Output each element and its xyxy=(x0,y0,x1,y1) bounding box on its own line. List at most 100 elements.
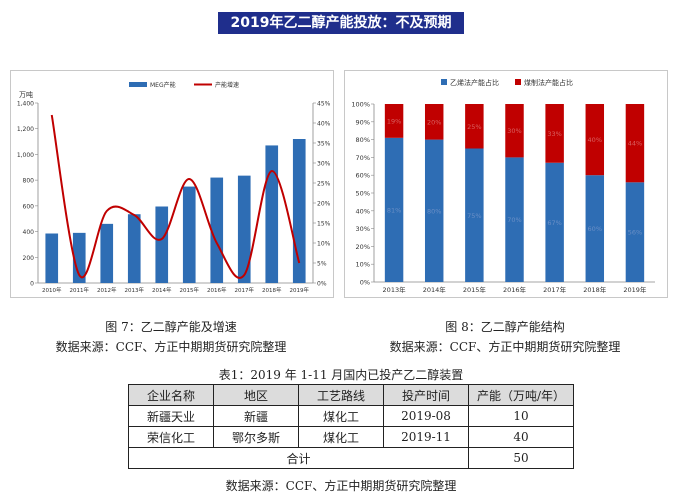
table-source: 数据来源：CCF、方正中期期货研究院整理 xyxy=(225,479,457,493)
y-tick-label: 90% xyxy=(356,118,370,126)
y-tick-label: 60% xyxy=(356,172,370,180)
left-tick-label: 800 xyxy=(23,178,35,185)
capacity-bar xyxy=(127,214,141,283)
coal-share-label: 19% xyxy=(387,117,401,125)
capacity-bar xyxy=(265,145,279,283)
ethylene-share-bar xyxy=(505,157,524,282)
x-tick-label: 2017年 xyxy=(235,286,255,294)
left-axis-unit: 万吨 xyxy=(19,90,33,99)
capacity-structure-chart-panel: 乙烯法产能占比 煤制法产能占比 0% 10% 20% 30% 40% 50% 60% 70% 80%… xyxy=(344,70,668,298)
chart2-source: 数据来源：CCF、方正中期期货研究院整理 xyxy=(389,340,621,354)
x-tick-label: 2018年 xyxy=(262,286,282,294)
right-tick-label: 30% xyxy=(317,161,331,168)
coal-share-label: 33% xyxy=(547,130,561,138)
header-region: 地区 xyxy=(213,384,299,406)
right-tick-label: 0% xyxy=(317,281,327,288)
ethylene-share-bar xyxy=(545,162,564,282)
right-tick-label: 35% xyxy=(317,141,331,148)
x-tick-label: 2010年 xyxy=(42,286,62,294)
table-total-row: 合计 50 xyxy=(128,447,574,469)
x-tick-label: 2013年 xyxy=(125,286,145,294)
ethylene-share-bar xyxy=(585,175,605,282)
cell-process: 煤化工 xyxy=(298,426,384,448)
cell-company: 新疆天业 xyxy=(128,405,214,427)
right-tick-label: 10% xyxy=(317,241,331,248)
y-tick-label: 20% xyxy=(356,243,370,251)
chart1-caption: 图 7：乙二醇产能及增速 xyxy=(105,320,237,334)
left-tick-label: 600 xyxy=(23,203,35,210)
ethylene-share-label: 60% xyxy=(588,225,602,233)
cell-process: 煤化工 xyxy=(298,405,384,427)
table-row: 荣信化工 鄂尔多斯 煤化工 2019-11 40 xyxy=(128,426,574,448)
coal-share-label: 30% xyxy=(507,127,521,135)
cell-capacity: 40 xyxy=(468,426,574,448)
coal-share-bar xyxy=(545,104,564,163)
x-tick-label: 2017年 xyxy=(543,285,567,294)
y-tick-label: 50% xyxy=(356,190,370,198)
ethylene-share-label: 56% xyxy=(628,229,642,237)
y-tick-label: 70% xyxy=(356,154,370,162)
ethylene-share-label: 80% xyxy=(427,207,441,215)
x-tick-label: 2015年 xyxy=(180,286,200,294)
x-tick-label: 2016年 xyxy=(207,286,227,294)
capacity-bar xyxy=(72,232,86,283)
coal-share-bar xyxy=(465,104,484,149)
header-company: 企业名称 xyxy=(128,384,214,406)
header-process: 工艺路线 xyxy=(298,384,384,406)
table-title: 表1：2019 年 1-11 月国内已投产乙二醇装置 xyxy=(218,368,464,382)
x-tick-label: 2019年 xyxy=(290,286,310,294)
x-tick-label: 2015年 xyxy=(463,285,487,294)
left-tick-label: 400 xyxy=(23,229,35,236)
capacity-bar xyxy=(210,177,224,283)
legend-label-coal: 煤制法产能占比 xyxy=(524,78,573,87)
capacity-bar xyxy=(182,186,196,283)
coal-share-bar xyxy=(505,104,524,158)
plant-table: 企业名称 地区 工艺路线 投产时间 产能（万吨/年） 新疆天业 新疆 煤化工 2… xyxy=(128,384,574,469)
capacity-bar xyxy=(155,206,169,283)
y-tick-label: 10% xyxy=(356,261,370,269)
legend-label-ethylene: 乙烯法产能占比 xyxy=(450,78,499,87)
cell-region: 鄂尔多斯 xyxy=(213,426,299,448)
capacity-bar xyxy=(45,233,59,283)
ethylene-share-bar xyxy=(465,148,484,282)
growth-rate-line xyxy=(50,114,301,279)
legend-label-growth: 产能增速 xyxy=(215,81,239,89)
ethylene-share-label: 70% xyxy=(507,216,521,224)
right-tick-label: 45% xyxy=(317,101,331,108)
legend-label-capacity: MEG产能 xyxy=(150,81,176,89)
ethylene-share-label: 81% xyxy=(387,206,401,214)
cell-capacity: 10 xyxy=(468,405,574,427)
x-tick-label: 2012年 xyxy=(97,286,117,294)
total-label: 合计 xyxy=(128,447,469,469)
x-tick-label: 2011年 xyxy=(70,286,90,294)
header-start-date: 投产时间 xyxy=(383,384,469,406)
capacity-bar xyxy=(100,223,114,283)
cell-start-date: 2019-11 xyxy=(383,426,469,448)
capacity-growth-chart-panel: MEG产能 产能增速 万吨 0 200 400 600 800 1,000 1,200 1,400 0… xyxy=(10,70,334,298)
coal-share-bar xyxy=(384,104,404,138)
right-tick-label: 25% xyxy=(317,181,331,188)
left-tick-label: 1,400 xyxy=(17,101,34,108)
ethylene-share-bar xyxy=(384,137,404,282)
left-tick-label: 1,200 xyxy=(17,126,34,133)
coal-share-bar xyxy=(424,104,444,140)
x-tick-label: 2019年 xyxy=(623,285,647,294)
cell-region: 新疆 xyxy=(213,405,299,427)
chart2-caption: 图 8：乙二醇产能结构 xyxy=(445,320,565,334)
coal-share-label: 25% xyxy=(467,123,481,131)
cell-company: 荣信化工 xyxy=(128,426,214,448)
coal-share-label: 40% xyxy=(588,136,602,144)
y-tick-label: 30% xyxy=(356,225,370,233)
legend-swatch-ethylene xyxy=(441,79,447,85)
cell-start-date: 2019-08 xyxy=(383,405,469,427)
x-tick-label: 2013年 xyxy=(383,285,407,294)
legend-swatch-coal xyxy=(515,79,521,85)
chart1-source: 数据来源：CCF、方正中期期货研究院整理 xyxy=(55,340,287,354)
right-tick-label: 5% xyxy=(317,261,327,268)
header-capacity: 产能（万吨/年） xyxy=(468,384,574,406)
coal-share-label: 44% xyxy=(628,140,642,148)
x-tick-label: 2014年 xyxy=(423,285,447,294)
capacity-structure-chart: 乙烯法产能占比 煤制法产能占比 0% 10% 20% 30% 40% 50% 60% 70% 80%… xyxy=(351,78,655,294)
coal-share-label: 20% xyxy=(427,118,441,126)
